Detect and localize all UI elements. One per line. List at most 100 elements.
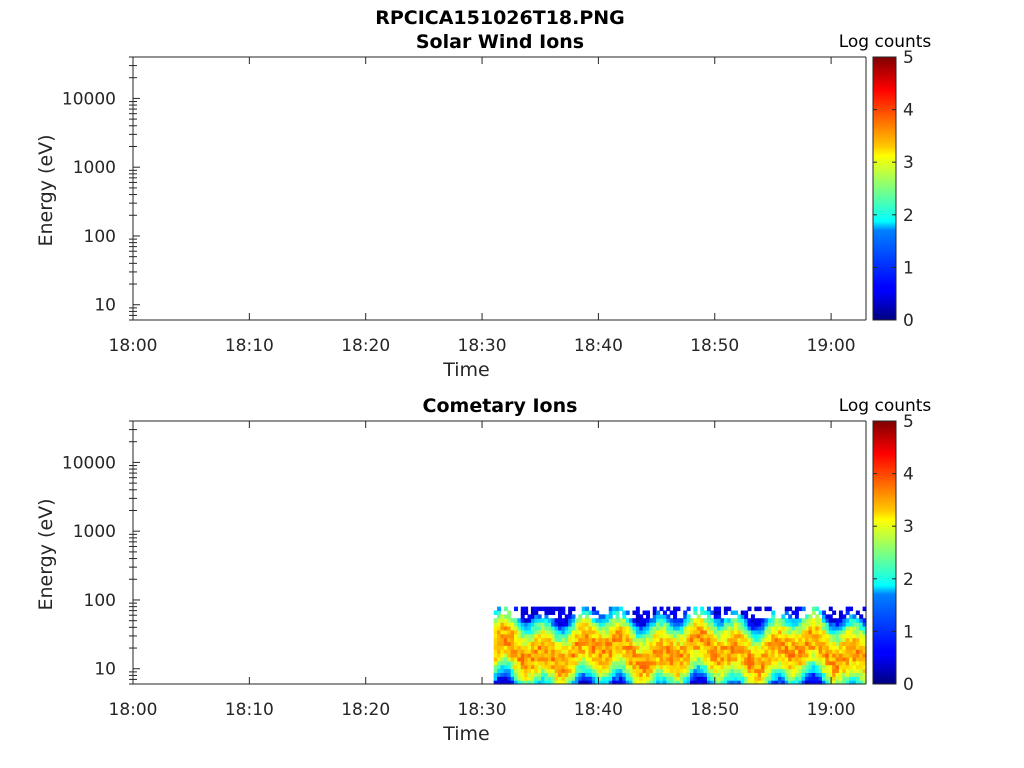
spectrogram-cell (605, 633, 610, 639)
spectrogram-cell (696, 633, 701, 639)
spectrogram-cell (761, 653, 766, 658)
spectrogram-cell (693, 637, 698, 643)
spectrogram-cell (588, 672, 593, 677)
spectrogram-cell (598, 641, 603, 646)
spectrogram-cell (764, 649, 769, 654)
spectrogram-cell (696, 660, 701, 666)
spectrogram-cell (730, 641, 735, 646)
spectrogram-cell (757, 633, 762, 639)
spectrogram-cell (645, 610, 650, 615)
spectrogram-cell (781, 680, 786, 685)
spectrogram-cell (520, 676, 525, 681)
spectrogram-cell (791, 633, 796, 639)
spectrogram-cell (764, 653, 769, 658)
spectrogram-cell (706, 614, 711, 619)
spectrogram-cell (618, 672, 623, 677)
spectrogram-cell (808, 649, 813, 654)
spectrogram-cell (750, 680, 755, 685)
spectrogram-cell (629, 622, 634, 627)
spectrogram-cell (524, 606, 529, 612)
spectrogram-cell (679, 641, 684, 646)
spectrogram-cell (581, 653, 586, 658)
spectrogram-cell (825, 614, 830, 619)
spectrogram-cell (784, 629, 789, 635)
spectrogram-cell (686, 672, 691, 677)
spectrogram-cell (774, 664, 779, 670)
spectrogram-cell (737, 625, 742, 631)
spectrogram-cell (764, 641, 769, 646)
spectrogram-cell (744, 633, 749, 639)
spectrogram-cell (835, 672, 840, 677)
spectrogram-cell (669, 676, 674, 681)
spectrogram-cell (625, 668, 630, 673)
spectrogram-cell (723, 641, 728, 646)
spectrogram-cell (710, 649, 715, 654)
spectrogram-cell (798, 664, 803, 670)
spectrogram-cell (818, 641, 823, 646)
spectrogram-cell (635, 637, 640, 643)
spectrogram-cell (855, 656, 860, 662)
spectrogram-cell (784, 606, 789, 612)
spectrogram-cell (645, 622, 650, 627)
spectrogram-cell (822, 618, 826, 623)
spectrogram-cell (778, 656, 782, 662)
spectrogram-cell (713, 618, 718, 623)
spectrogram-cell (571, 676, 576, 681)
spectrogram-cell (855, 610, 860, 615)
spectrogram-cell (527, 680, 532, 685)
spectrogram-cell (493, 668, 498, 673)
spectrogram-cell (798, 649, 803, 654)
spectrogram-cell (849, 660, 854, 666)
spectrogram-cell (757, 653, 762, 658)
spectrogram-cell (774, 641, 779, 646)
spectrogram-cell (510, 637, 515, 643)
spectrogram-cell (544, 645, 549, 650)
spectrogram-cell (747, 656, 752, 662)
spectrogram-cell (808, 629, 813, 635)
spectrogram-cell (679, 676, 684, 681)
spectrogram-cell (798, 680, 803, 685)
spectrogram-cell (618, 660, 623, 666)
spectrogram-cell (767, 606, 772, 612)
spectrogram-cell (632, 680, 637, 685)
spectrogram-cell (757, 656, 762, 662)
spectrogram-cell (608, 618, 613, 623)
spectrogram-cell (784, 625, 789, 631)
spectrogram-cell (849, 618, 854, 623)
spectrogram-cell (673, 629, 678, 635)
spectrogram-cell (690, 641, 694, 646)
spectrogram-cell (781, 637, 786, 643)
spectrogram-cell (585, 618, 590, 623)
spectrogram-cell (693, 645, 698, 650)
spectrogram-cell (666, 618, 671, 623)
spectrogram-cell (649, 676, 654, 681)
spectrogram-cell (828, 653, 833, 658)
spectrogram-cell (595, 676, 600, 681)
spectrogram-cell (679, 660, 684, 666)
spectrogram-cell (764, 618, 769, 623)
spectrogram-cell (605, 614, 610, 619)
spectrogram-cell (585, 606, 590, 612)
spectrogram-cell (656, 633, 661, 639)
spectrogram-cell (683, 672, 688, 677)
spectrogram-cell (673, 637, 678, 643)
spectrogram-cell (541, 641, 546, 646)
spectrogram-cell (497, 637, 502, 643)
spectrogram-cell (591, 660, 596, 666)
spectrogram-cell (673, 653, 678, 658)
spectrogram-cell (818, 622, 823, 627)
spectrogram-cell (629, 680, 634, 685)
spectrogram-cell (754, 656, 759, 662)
spectrogram-cell (510, 668, 515, 673)
spectrogram-cell (554, 629, 559, 635)
spectrogram-cell (710, 668, 715, 673)
spectrogram-cell (720, 653, 725, 658)
spectrogram-cell (808, 668, 813, 673)
spectrogram-cell (693, 664, 698, 670)
spectrogram-cell (544, 641, 549, 646)
colorbar-tick-label: 2 (903, 570, 914, 590)
spectrogram-cell (547, 672, 552, 677)
spectrogram-cell (500, 653, 505, 658)
spectrogram-cell (842, 649, 847, 654)
spectrogram-cell (524, 649, 529, 654)
